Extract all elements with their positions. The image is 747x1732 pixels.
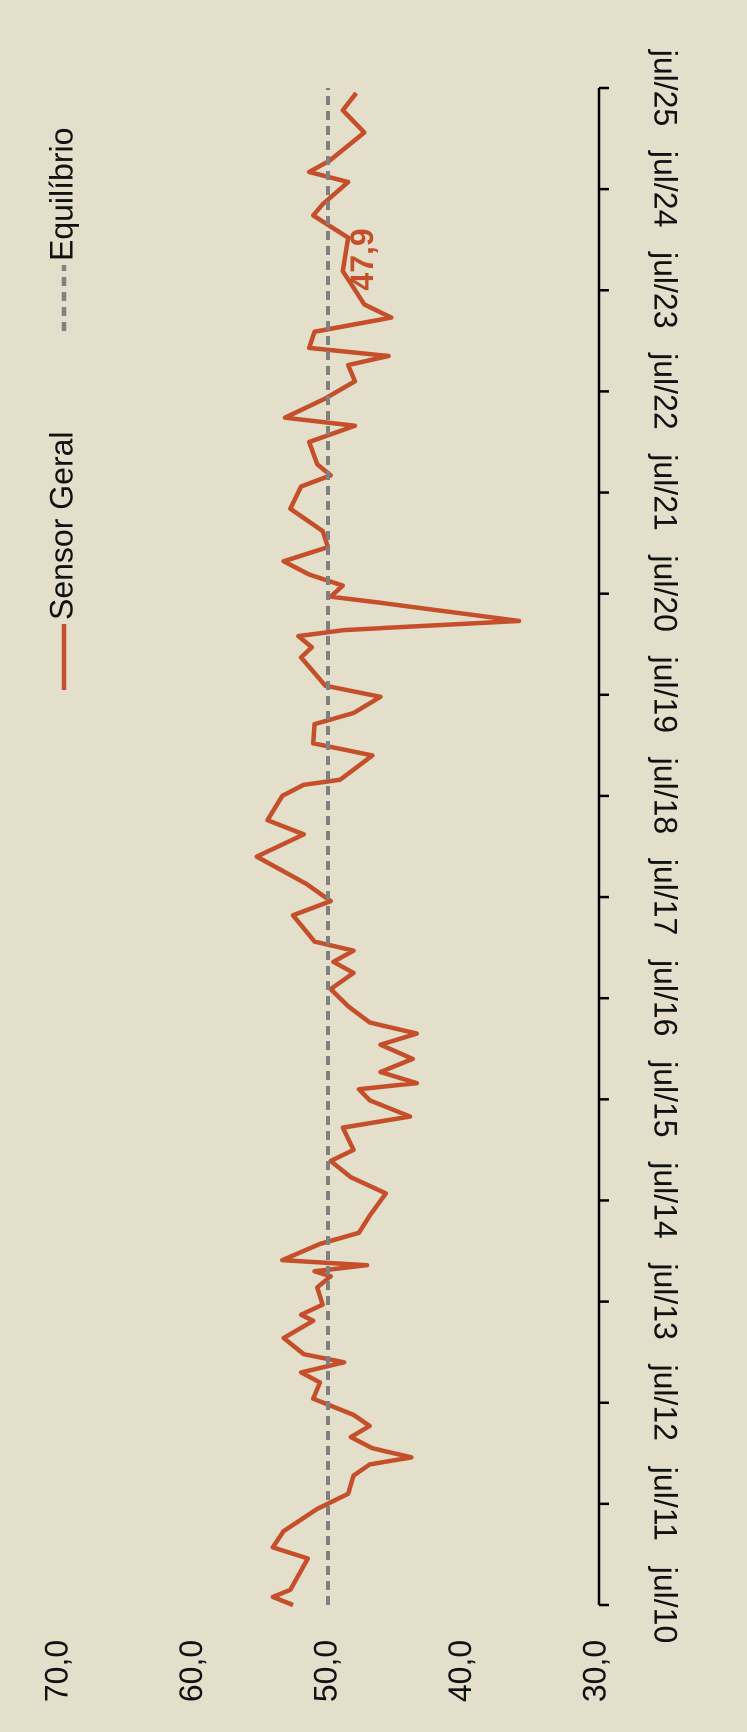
x-tick-label: jul/12 bbox=[648, 1363, 684, 1441]
x-tick-label: jul/16 bbox=[648, 959, 684, 1036]
x-tick-label: jul/22 bbox=[648, 352, 684, 430]
x-tick-label: jul/11 bbox=[648, 1466, 684, 1541]
x-tick-label: jul/13 bbox=[648, 1262, 684, 1340]
x-tick-label: jul/10 bbox=[648, 1566, 684, 1644]
x-tick-label: jul/14 bbox=[648, 1161, 684, 1239]
x-tick-label: jul/21 bbox=[648, 453, 684, 531]
y-tick-label: 30,0 bbox=[576, 1640, 612, 1702]
x-tick-label: jul/18 bbox=[648, 757, 684, 835]
data-label: 47,9 bbox=[344, 228, 380, 290]
x-tick-label: jul/20 bbox=[648, 554, 684, 632]
legend-label: Equilíbrio bbox=[43, 128, 79, 261]
y-tick-label: 50,0 bbox=[307, 1640, 343, 1702]
y-tick-label: 60,0 bbox=[173, 1640, 209, 1702]
x-tick-label: jul/25 bbox=[648, 49, 684, 127]
x-tick-label: jul/17 bbox=[648, 858, 684, 936]
x-tick-label: jul/23 bbox=[648, 251, 684, 329]
x-tick-label: jul/15 bbox=[648, 1060, 684, 1138]
series-line bbox=[254, 91, 522, 1608]
y-tick-label: 40,0 bbox=[442, 1640, 478, 1702]
legend-label: Sensor Geral bbox=[43, 431, 79, 620]
y-tick-label: 70,0 bbox=[38, 1640, 74, 1702]
x-tick-label: jul/19 bbox=[648, 656, 684, 734]
x-tick-label: jul/24 bbox=[648, 150, 684, 228]
